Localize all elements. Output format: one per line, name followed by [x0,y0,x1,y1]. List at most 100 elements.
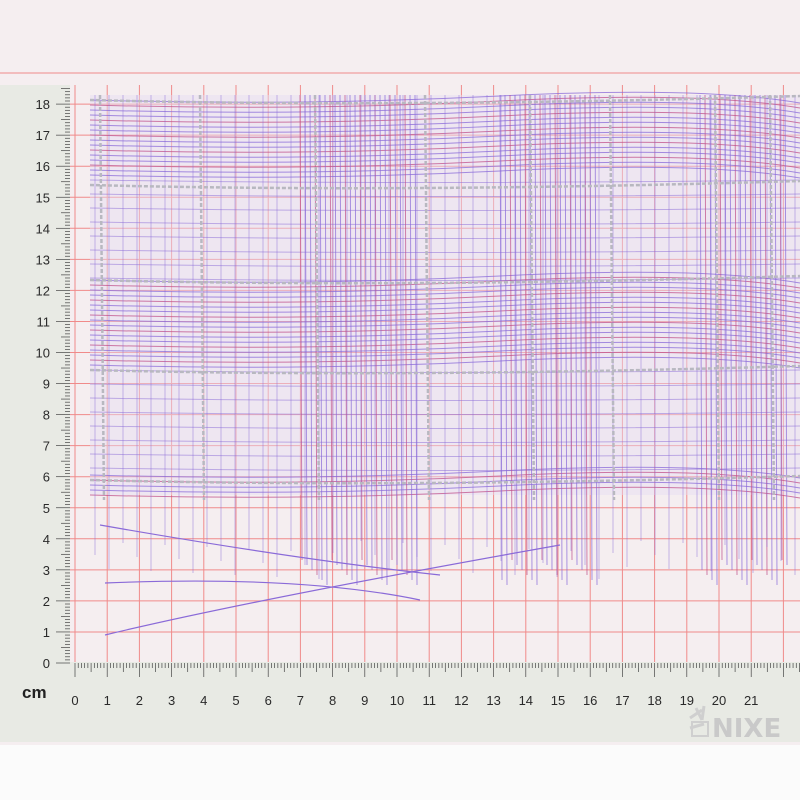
silver-thread [89,94,800,105]
weft-thread [89,249,800,253]
weft-thread [89,316,800,329]
warp-thread [394,94,398,566]
weft-thread [89,356,800,369]
warp-thread [409,94,413,581]
vertical-ruler-label: 1 [43,625,50,640]
warp-thread [704,94,708,576]
warp-thread [524,94,528,576]
weft-thread [89,263,800,267]
weft-thread [89,291,800,304]
horizontal-ruler-label: 14 [519,693,533,708]
weft-thread [89,341,800,354]
warp-thread [724,94,728,566]
weft-thread [89,453,800,457]
vertical-ruler-label: 12 [36,283,50,298]
warp-thread [734,94,738,576]
weft-thread [89,281,800,294]
warp-thread [774,94,778,586]
logo-leaf-icon [689,705,706,730]
warp-thread [309,94,313,571]
horizontal-ruler-label: 12 [454,693,468,708]
weft-thread [89,321,800,334]
warp-thread [754,94,758,566]
loose-thread [104,544,561,636]
silver-thread [89,274,800,285]
warp-thread [379,94,383,581]
horizontal-ruler-label: 20 [712,693,726,708]
warp-thread [414,94,418,586]
logo-box-icon [691,721,709,737]
weft-thread [89,383,800,387]
weft-thread [89,306,800,319]
warp-thread [384,94,388,586]
warp-thread [699,94,703,571]
weft-thread [89,235,800,239]
loose-thread [104,580,421,601]
weft-thread [89,161,800,174]
horizontal-ruler-label: 3 [168,693,175,708]
warp-thread [534,94,538,586]
warp-thread [344,94,348,576]
weft-thread [89,207,800,211]
weft-thread [89,179,800,183]
warp-thread [324,94,328,586]
silver-thread [423,94,431,501]
vertical-ruler-label: 0 [43,656,50,671]
horizontal-ruler-label: 1 [104,693,111,708]
vertical-ruler-label: 7 [43,439,50,454]
warp-thread [744,94,748,586]
vertical-ruler [0,85,70,665]
warp-thread [709,94,713,581]
horizontal-ruler-label: 19 [680,693,694,708]
warp-thread [719,94,723,561]
weft-thread [89,336,800,349]
horizontal-ruler-ticks: 0 1 2 3 4 5 6 7 8 9 10 11 12 13 14 15 16 17 18 19 20 21 [71,663,800,708]
horizontal-ruler-label: 7 [297,693,304,708]
warp-thread [504,94,508,586]
silver-thread [608,94,616,501]
vertical-ruler-label: 8 [43,408,50,423]
weft-thread [89,425,800,429]
silver-thread [89,179,800,190]
weft-thread [89,311,800,324]
warp-thread [399,94,403,571]
weft-thread [89,151,800,164]
horizontal-ruler-label: 4 [200,693,207,708]
warp-thread [739,94,743,581]
warp-thread [334,94,338,566]
weft-thread [89,156,800,169]
silver-thread [198,94,206,501]
warp-thread [499,94,503,581]
warp-thread [514,94,518,566]
warp-thread [764,94,768,576]
warp-thread [349,94,353,581]
weft-thread [89,326,800,339]
vertical-ruler-label: 6 [43,470,50,485]
plaid-fabric [89,91,800,636]
warp-thread [519,94,523,571]
warp-thread [779,94,783,561]
weft-thread [89,411,800,415]
vertical-ruler-label: 17 [36,128,50,143]
weft-thread [89,331,800,344]
warp-thread [584,94,588,576]
warp-thread [549,94,553,571]
vertical-ruler-label: 4 [43,532,50,547]
weft-thread [89,486,800,499]
weft-thread [89,467,800,471]
warp-thread [564,94,568,586]
vertical-ruler-label: 13 [36,252,50,267]
vertical-ruler-label: 9 [43,377,50,392]
horizontal-ruler-label: 16 [583,693,597,708]
weft-thread [89,193,800,197]
warp-thread [579,94,583,571]
warp-thread [544,94,548,566]
weft-thread [89,301,800,314]
weft-thread [89,397,800,401]
horizontal-ruler-label: 13 [486,693,500,708]
warp-thread [559,94,563,581]
warp-thread [594,94,598,586]
warp-thread [364,94,368,566]
